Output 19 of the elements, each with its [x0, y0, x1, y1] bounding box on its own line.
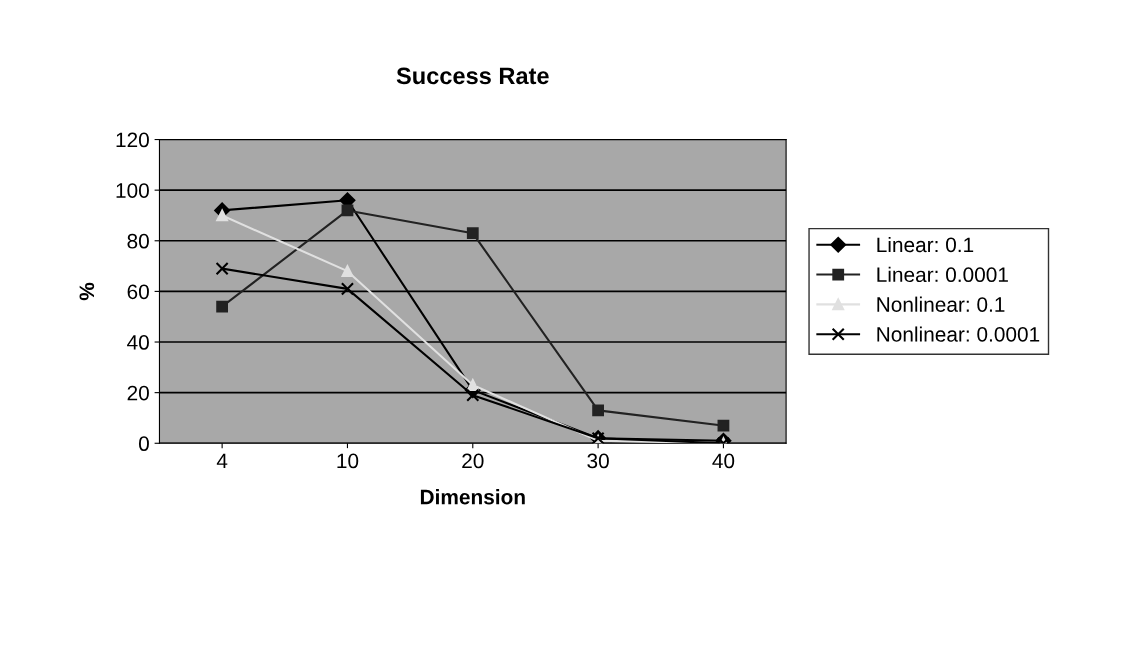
y-tick-label: 60	[127, 284, 149, 300]
y-tick-label: 100	[116, 183, 149, 198]
x-tick-label: 30	[587, 453, 609, 469]
x-tick-label: 40	[712, 453, 735, 469]
legend-label: Linear: 0.1	[877, 236, 974, 253]
y-tick-label: 40	[127, 335, 149, 350]
legend-label: Nonlinear: 0.1	[877, 296, 1005, 312]
y-tick-label: 80	[127, 233, 149, 249]
y-tick-label: 20	[127, 385, 149, 401]
legend-label: Linear: 0.0001	[877, 266, 1008, 283]
x-axis-title: Dimension	[420, 489, 525, 505]
y-tick-label: 0	[138, 436, 149, 452]
y-axis-title: %	[79, 282, 95, 301]
x-tick-label: 4	[216, 453, 228, 469]
x-tick-label: 10	[337, 453, 359, 469]
x-tick-label: 20	[462, 453, 484, 469]
chart-title: Success Rate	[396, 67, 549, 85]
y-tick-label: 120	[116, 132, 149, 148]
legend-label: Nonlinear: 0.0001	[877, 326, 1040, 342]
